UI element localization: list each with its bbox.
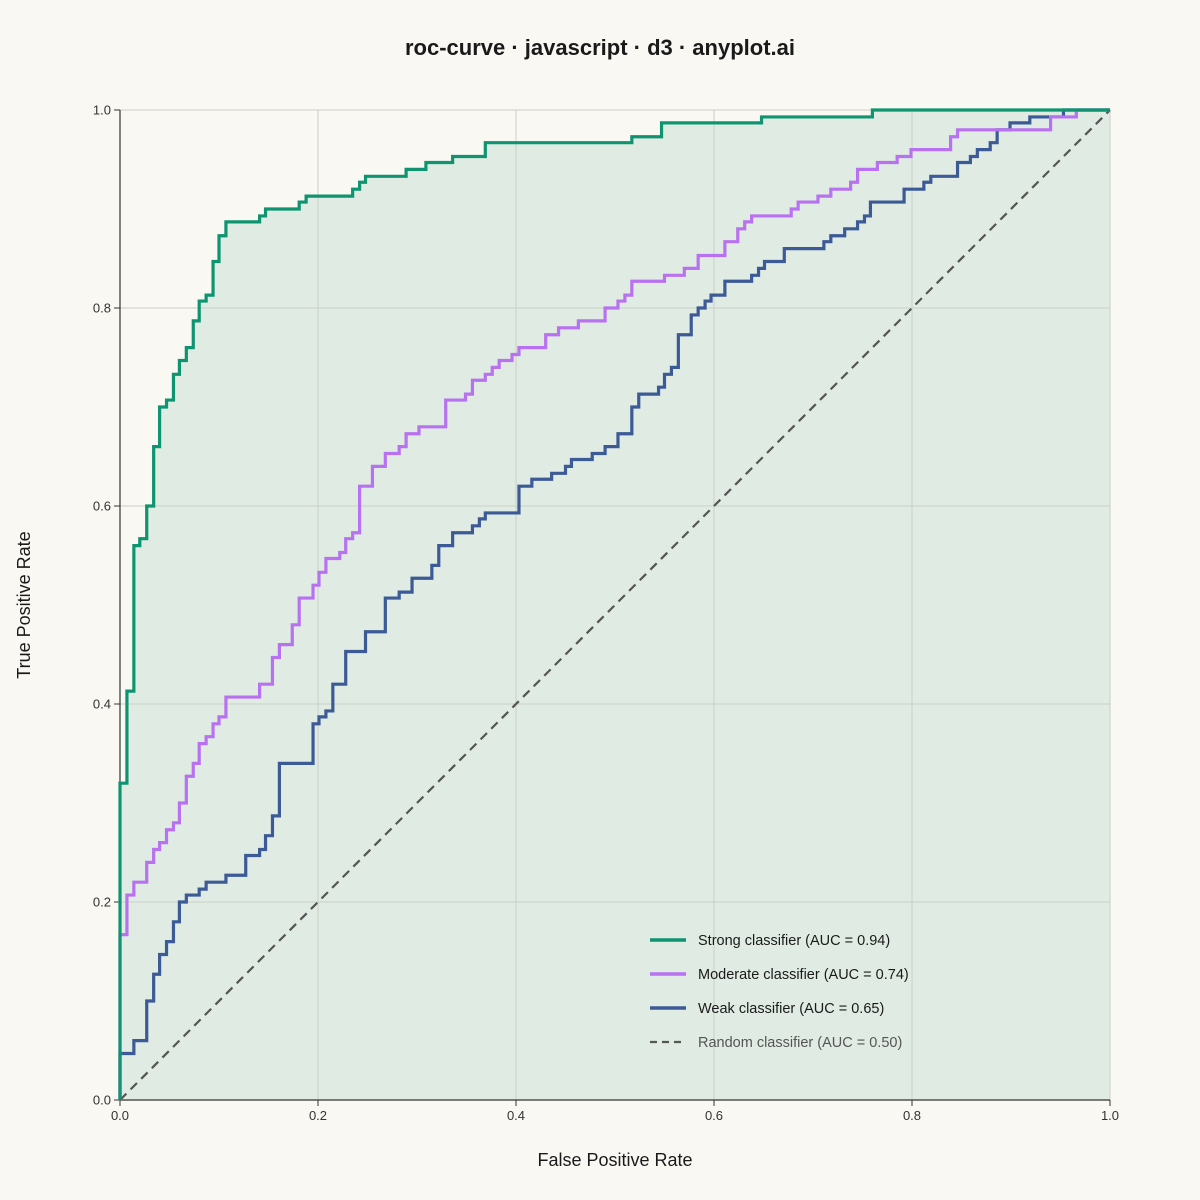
y-axis-label: True Positive Rate [14,531,34,678]
y-tick-label: 0.8 [93,301,111,316]
x-axis-label: False Positive Rate [537,1150,692,1170]
legend-item: Strong classifier (AUC = 0.94) [650,933,890,949]
legend-item: Moderate classifier (AUC = 0.74) [650,967,909,983]
y-tick-label: 0.4 [93,697,111,712]
axes: 0.0 0.2 0.4 0.6 0.8 1.0 0.0 0.2 0.4 0.6 0.8 1.0 [93,103,1119,1124]
x-tick-label: 0.2 [309,1108,327,1123]
series-line-strong [118,108,1110,1100]
series-layer [118,108,1111,1101]
x-tick-label: 0.4 [507,1108,525,1123]
legend-label: Moderate classifier (AUC = 0.74) [698,967,909,983]
y-tick-label: 0.6 [93,499,111,514]
legend-label: Weak classifier (AUC = 0.65) [698,1001,884,1017]
x-tick-label: 0.8 [903,1108,921,1123]
legend-item: Weak classifier (AUC = 0.65) [650,1001,884,1017]
y-tick-label: 1.0 [93,103,111,118]
y-tick-label: 0.0 [93,1093,111,1108]
legend-label: Random classifier (AUC = 0.50) [698,1035,902,1051]
legend-item: Random classifier (AUC = 0.50) [650,1035,902,1051]
series-line-weak [118,108,1110,1100]
x-tick-label: 1.0 [1101,1108,1119,1123]
y-tick-label: 0.2 [93,895,111,910]
chart-title: roc-curve · javascript · d3 · anyplot.ai [405,35,795,60]
legend: Strong classifier (AUC = 0.94) Moderate c… [650,933,909,1051]
x-tick-label: 0.0 [111,1108,129,1123]
series-line-random [119,109,1111,1101]
series-line-moderate [118,108,1110,1100]
x-tick-label: 0.6 [705,1108,723,1123]
legend-label: Strong classifier (AUC = 0.94) [698,933,890,949]
